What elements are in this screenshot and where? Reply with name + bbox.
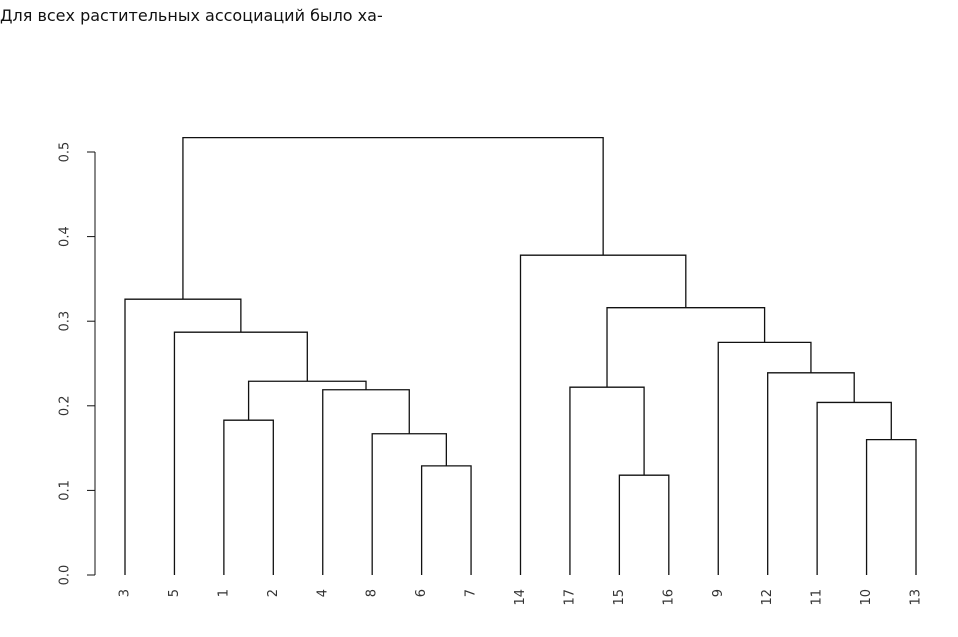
leaf-label: 5 — [167, 589, 182, 597]
leaf-label: 14 — [513, 589, 528, 606]
y-tick-label: 0.3 — [58, 311, 73, 332]
dendrogram-link — [519, 254, 687, 575]
y-tick-label: 0.1 — [58, 480, 73, 501]
leaf-label: 17 — [562, 589, 577, 606]
dendrogram-link — [569, 386, 645, 575]
dendrogram-link — [606, 307, 766, 388]
dendrogram-link — [247, 380, 367, 421]
leaf-label: 2 — [266, 589, 281, 597]
dendrogram-link — [173, 331, 308, 575]
leaf-label: 1 — [216, 589, 231, 597]
leaf-label: 7 — [464, 589, 479, 597]
y-tick-label: 0.4 — [58, 226, 73, 247]
dendrogram-link — [182, 136, 604, 300]
y-tick-label: 0.5 — [58, 142, 73, 163]
leaf-label: 13 — [909, 589, 924, 606]
dendrogram-link — [767, 372, 855, 575]
leaf-label: 11 — [810, 589, 825, 606]
dendrogram-link — [816, 401, 892, 575]
leaf-label: 9 — [711, 589, 726, 597]
dendrogram-link — [322, 389, 410, 575]
dendrogram-link — [420, 465, 472, 575]
dendrogram-link — [618, 474, 670, 575]
leaf-label: 4 — [315, 589, 330, 597]
leaf-label: 12 — [760, 589, 775, 606]
dendrogram-link — [717, 341, 812, 575]
dendrogram-link — [223, 419, 274, 575]
leaf-label: 16 — [661, 589, 676, 606]
leaf-label: 15 — [612, 589, 627, 606]
y-tick-label: 0.2 — [58, 395, 73, 416]
dendrogram-link — [865, 438, 917, 575]
y-tick-label: 0.0 — [58, 565, 73, 586]
leaf-label: 6 — [414, 589, 429, 597]
leaf-label: 8 — [365, 589, 380, 597]
dendrogram-link — [371, 433, 447, 575]
leaf-label: 3 — [118, 589, 133, 597]
body-text: Для всех растительных ассоциаций было ха… — [0, 6, 383, 25]
leaf-label: 10 — [859, 589, 874, 606]
